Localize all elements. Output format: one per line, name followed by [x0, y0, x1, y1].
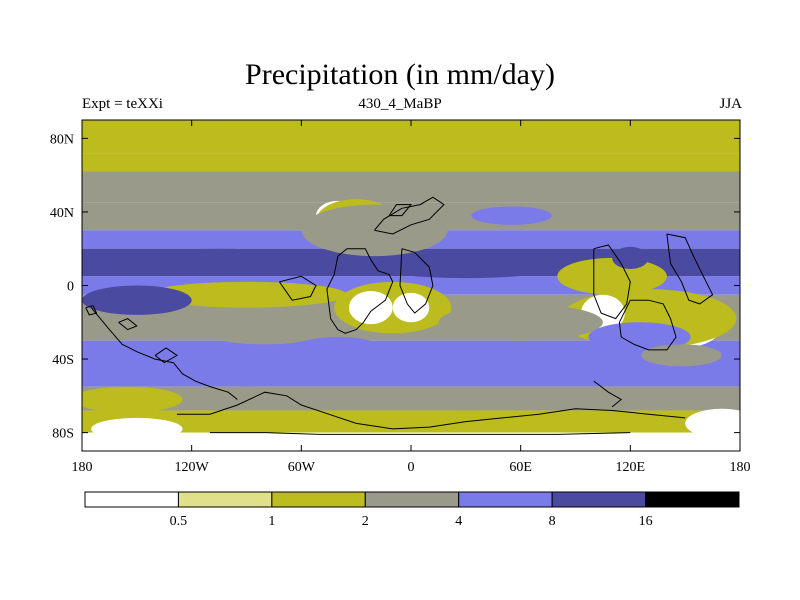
colorbar-label: 1 — [268, 514, 275, 529]
precip-patch — [557, 257, 667, 295]
precip-band — [82, 171, 740, 203]
precip-patch — [392, 292, 430, 323]
x-tick-label: 0 — [408, 460, 415, 475]
precip-patch — [438, 303, 603, 341]
y-tick-label: 80S — [52, 427, 74, 442]
colorbar-swatch — [551, 491, 647, 508]
x-tick-label: 120W — [175, 460, 210, 475]
precip-patch — [685, 408, 740, 439]
precip-patch — [82, 386, 183, 413]
coastline — [85, 305, 98, 316]
coastline — [593, 380, 623, 408]
coastline — [666, 233, 714, 305]
precip-patch — [145, 281, 348, 308]
coastline — [209, 432, 631, 435]
coastline — [388, 204, 413, 217]
precip-patch — [136, 248, 302, 271]
precip-patch — [696, 252, 740, 275]
experiment-label: Expt = teXXi — [82, 96, 163, 112]
axis-ticks: 180 120W 60W 0 60E 120E 180 80N 40N 0 40S 80S — [50, 120, 751, 475]
x-tick-label: 120E — [616, 460, 646, 475]
x-tick-label: 180 — [72, 460, 93, 475]
y-tick-label: 40S — [52, 353, 74, 368]
coastline — [374, 196, 445, 235]
x-tick-label: 60W — [288, 460, 316, 475]
precip-patch — [356, 410, 576, 429]
precip-patch — [374, 256, 558, 279]
season-label: JJA — [719, 96, 742, 112]
precip-patch — [641, 344, 722, 367]
coastline — [278, 275, 317, 301]
colorbar-swatch — [177, 491, 273, 508]
coastline-layer — [85, 196, 714, 435]
precip-patch — [348, 291, 393, 325]
colorbar-label: 8 — [549, 514, 556, 529]
precip-band — [82, 153, 740, 172]
map-area — [82, 120, 740, 451]
precip-patch — [191, 386, 302, 406]
precip-patch — [292, 336, 384, 363]
coastline — [593, 244, 631, 320]
coastline — [118, 318, 138, 331]
precip-patch — [588, 322, 691, 352]
precip-patch — [91, 417, 183, 440]
coastline — [399, 248, 434, 314]
x-tick-label: 180 — [730, 460, 751, 475]
coastline — [90, 307, 238, 400]
colorbar-swatch — [645, 491, 740, 508]
y-tick-label: 40N — [50, 206, 74, 221]
colorbar-swatch — [271, 491, 366, 508]
y-tick-label: 0 — [67, 280, 74, 295]
precip-band — [82, 432, 740, 451]
colorbar-swatch — [364, 491, 460, 508]
colorbar-label: 4 — [455, 514, 462, 529]
coastline — [618, 299, 677, 351]
chart-title: Precipitation (in mm/day) — [245, 58, 555, 91]
time-label: 430_4_MaBP — [358, 96, 442, 112]
colorbar-label: 0.5 — [170, 514, 188, 529]
colorbar-label: 16 — [639, 514, 653, 529]
coastline — [154, 347, 178, 364]
colorbar-swatch — [458, 491, 553, 508]
colorbar-label: 2 — [362, 514, 369, 529]
x-tick-label: 60E — [509, 460, 532, 475]
y-tick-label: 80N — [50, 132, 74, 147]
precip-patch — [191, 307, 338, 345]
precip-patch — [82, 285, 192, 315]
colorbar-swatch — [84, 491, 179, 508]
precip-patch — [471, 206, 552, 225]
coastline — [326, 248, 394, 334]
coastline — [177, 391, 686, 430]
colorbar: 0.5 1 2 4 8 16 — [84, 491, 740, 529]
